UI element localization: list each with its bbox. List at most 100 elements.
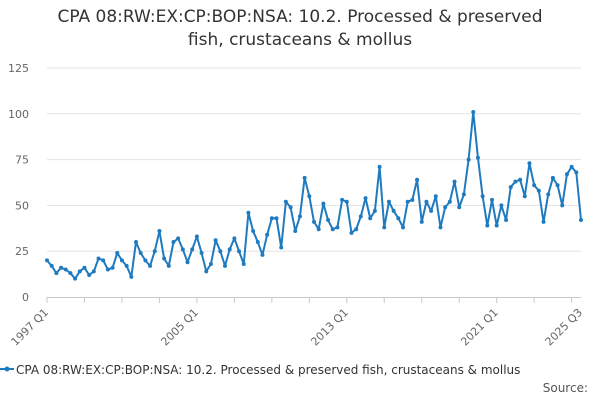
data-point <box>232 236 237 241</box>
data-point <box>115 251 120 256</box>
data-point <box>569 164 574 169</box>
data-point <box>490 197 494 202</box>
data-point <box>518 177 523 182</box>
data-point <box>326 218 331 223</box>
data-point <box>148 263 153 268</box>
data-point <box>77 269 82 274</box>
data-point <box>546 192 551 197</box>
data-point <box>560 203 565 208</box>
data-point <box>101 258 106 263</box>
data-point <box>237 249 242 254</box>
data-point <box>344 199 349 204</box>
data-point <box>124 263 129 268</box>
data-point <box>405 199 410 204</box>
data-point <box>330 227 335 232</box>
x-axis-ticks: 1997 Q1 2005 Q1 2013 Q1 2021 Q1 2025 Q3 <box>9 297 586 349</box>
data-point <box>410 197 415 202</box>
y-tick-label-100: 100 <box>8 108 29 121</box>
data-point <box>134 240 138 245</box>
data-point <box>321 201 326 206</box>
legend[interactable]: CPA 08:RW:EX:CP:BOP:NSA: 10.2. Processed… <box>0 362 600 380</box>
x-tick-label-4: 2025 Q3 <box>543 306 586 349</box>
data-point <box>579 218 583 223</box>
data-point <box>166 263 171 268</box>
data-point <box>204 269 209 274</box>
data-point <box>129 274 134 279</box>
data-point <box>190 247 195 252</box>
data-point <box>504 218 509 223</box>
data-point <box>54 271 59 276</box>
data-point <box>532 183 537 188</box>
data-point <box>199 251 204 256</box>
data-point <box>340 197 345 202</box>
y-tick-label-25: 25 <box>15 245 29 258</box>
data-point <box>368 216 373 221</box>
data-point <box>335 225 340 230</box>
data-point <box>143 258 148 263</box>
data-point <box>363 196 368 201</box>
data-point <box>354 227 359 232</box>
data-point <box>466 157 471 162</box>
data-point <box>522 194 527 199</box>
legend-label: CPA 08:RW:EX:CP:BOP:NSA: 10.2. Processed… <box>16 363 521 377</box>
data-point <box>316 227 321 232</box>
data-point <box>480 194 485 199</box>
data-point <box>550 175 555 180</box>
data-point <box>279 245 284 250</box>
data-point <box>152 249 157 254</box>
data-point <box>255 240 260 245</box>
data-point <box>457 205 462 210</box>
y-tick-label-50: 50 <box>15 199 29 212</box>
data-point <box>382 225 387 230</box>
y-tick-label-0: 0 <box>22 291 29 304</box>
data-point <box>312 219 316 224</box>
x-tick-label-3: 2021 Q1 <box>458 306 501 349</box>
data-point <box>119 258 124 263</box>
data-point <box>513 179 518 184</box>
data-point <box>63 267 68 272</box>
data-point <box>429 208 434 213</box>
data-point <box>438 225 443 230</box>
series-line-0 <box>46 110 582 280</box>
data-point <box>269 216 274 221</box>
legend-swatch <box>0 366 14 372</box>
data-series <box>45 109 583 281</box>
chart-title-line-1: CPA 08:RW:EX:CP:BOP:NSA: 10.2. Processed… <box>57 7 543 27</box>
data-point <box>536 188 541 193</box>
data-point <box>349 230 354 235</box>
data-point <box>251 229 256 234</box>
data-point <box>499 203 504 208</box>
data-point <box>283 199 288 204</box>
data-point <box>223 263 227 268</box>
data-point <box>185 260 190 265</box>
data-point <box>218 249 223 254</box>
data-point <box>96 256 101 261</box>
data-point <box>274 216 279 221</box>
data-point <box>471 109 476 114</box>
data-point <box>293 229 298 234</box>
data-point <box>180 247 185 252</box>
chart-title-line-2: fish, crustaceans & mollus <box>187 30 413 50</box>
data-point <box>162 256 167 261</box>
data-point <box>433 194 438 199</box>
data-point <box>176 236 181 241</box>
data-point <box>260 252 265 257</box>
data-point <box>265 232 270 237</box>
y-tick-label-75: 75 <box>15 154 29 167</box>
data-point <box>157 229 162 234</box>
data-point <box>297 214 302 219</box>
data-point <box>246 210 251 215</box>
data-point <box>494 223 499 228</box>
data-point <box>401 225 405 230</box>
data-point <box>87 273 92 278</box>
data-point <box>574 170 579 175</box>
data-point <box>73 276 78 281</box>
data-point <box>110 265 115 270</box>
data-point <box>307 194 312 199</box>
data-point <box>447 199 452 204</box>
data-point <box>527 161 532 166</box>
data-point <box>452 179 457 184</box>
y-axis-tick-labels: 0 25 50 75 100 125 <box>8 62 29 304</box>
data-point <box>391 208 396 213</box>
y-tick-label-125: 125 <box>8 62 29 75</box>
